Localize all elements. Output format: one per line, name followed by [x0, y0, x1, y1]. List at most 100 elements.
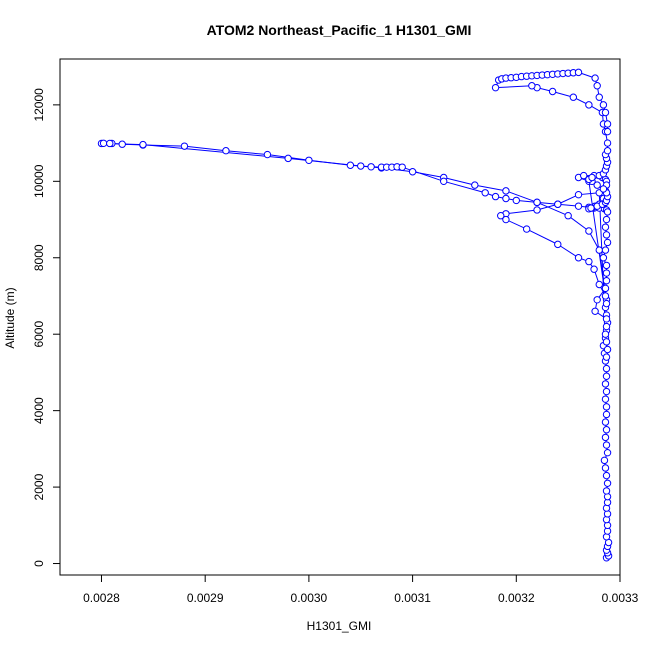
data-point [554, 200, 562, 208]
data-point [602, 322, 611, 331]
data-point [595, 93, 603, 101]
data-point [603, 208, 612, 216]
data-point [440, 177, 448, 186]
y-axis-label: Altitude (m) [3, 287, 17, 348]
x-tick-label: 0.0033 [602, 591, 639, 605]
data-point [602, 426, 611, 434]
data-point [590, 265, 598, 273]
data-point [491, 83, 500, 92]
series-line-segment [142, 144, 289, 159]
data-point [585, 227, 593, 235]
series-line-segment [505, 209, 538, 215]
series-line-segment [184, 145, 226, 152]
data-point [346, 161, 355, 169]
series-line-segment [474, 184, 507, 192]
data-point [585, 257, 593, 266]
y-tick-label: 10000 [32, 164, 46, 198]
data-point [284, 154, 292, 163]
data-point [574, 254, 583, 262]
y-tick-label: 0 [32, 560, 46, 567]
data-point [601, 223, 610, 231]
data-point [602, 276, 611, 285]
series-line-segment [402, 166, 444, 182]
data-point [602, 372, 611, 380]
data-point [591, 74, 599, 82]
data-point [602, 403, 611, 411]
data-point [602, 364, 611, 373]
data-point [601, 246, 610, 254]
y-tick-label: 12000 [32, 88, 46, 122]
series-layer [97, 68, 613, 562]
data-point [522, 225, 531, 233]
series-line-segment [505, 219, 527, 230]
data-point [602, 353, 611, 361]
series-line-segment [588, 181, 608, 304]
data-point [602, 215, 611, 224]
data-point [601, 464, 610, 472]
data-point [603, 345, 612, 354]
y-tick-label: 6000 [32, 321, 46, 348]
data-point [585, 101, 593, 109]
data-point [602, 261, 611, 270]
data-point [118, 140, 126, 148]
data-point [601, 380, 610, 388]
y-tick-label: 4000 [32, 397, 46, 424]
data-point [601, 284, 610, 293]
data-point [398, 163, 406, 171]
data-point [602, 441, 611, 449]
data-point [180, 142, 189, 150]
data-point [601, 395, 610, 403]
data-point [502, 194, 510, 203]
data-point [305, 156, 313, 164]
series-line-segment [225, 150, 268, 156]
chart-title: ATOM2 Northeast_Pacific_1 H1301_GMI [207, 22, 472, 38]
data-point [588, 173, 596, 182]
data-point [602, 487, 611, 495]
data-point [574, 190, 583, 199]
data-point [595, 246, 603, 254]
series-line-segment [443, 177, 475, 186]
data-point [602, 387, 611, 396]
x-tick-label: 0.0028 [83, 591, 120, 605]
data-point [502, 215, 510, 224]
data-point [263, 150, 272, 159]
data-point [574, 202, 583, 210]
series-line-segment [505, 190, 538, 203]
data-point [408, 168, 417, 176]
x-tick-label: 0.0030 [291, 591, 328, 605]
data-point [601, 418, 610, 426]
series-line-segment [536, 201, 569, 217]
data-point [602, 299, 611, 308]
data-point [564, 212, 572, 220]
data-point [528, 82, 536, 90]
data-point [601, 108, 610, 117]
data-point [603, 120, 612, 128]
data-point [602, 471, 611, 480]
data-point [580, 171, 588, 180]
data-point [603, 479, 612, 487]
data-point [601, 292, 610, 300]
x-axis-label: H1301_GMI [307, 619, 372, 633]
data-point [491, 192, 500, 201]
plot-frame [59, 58, 621, 576]
x-axis: 0.0028 0.0029 0.0030 0.0031 0.0032 0.0033 [83, 574, 639, 605]
data-point [603, 139, 612, 147]
x-tick-label: 0.0031 [394, 591, 431, 605]
data-point [599, 254, 608, 262]
data-point [602, 231, 611, 239]
y-axis: 0 2000 4000 6000 8000 10000 12000 [32, 88, 61, 567]
data-point [569, 93, 578, 101]
data-point [599, 185, 608, 193]
data-point [471, 181, 479, 189]
data-point [367, 163, 375, 171]
data-point [593, 181, 601, 189]
data-point [357, 162, 365, 170]
data-point [591, 307, 599, 315]
series-line-segment [557, 194, 579, 205]
data-point [481, 189, 489, 197]
data-point [99, 139, 108, 147]
y-tick-label: 8000 [32, 244, 46, 271]
data-point [601, 433, 610, 442]
data-point [512, 196, 520, 205]
